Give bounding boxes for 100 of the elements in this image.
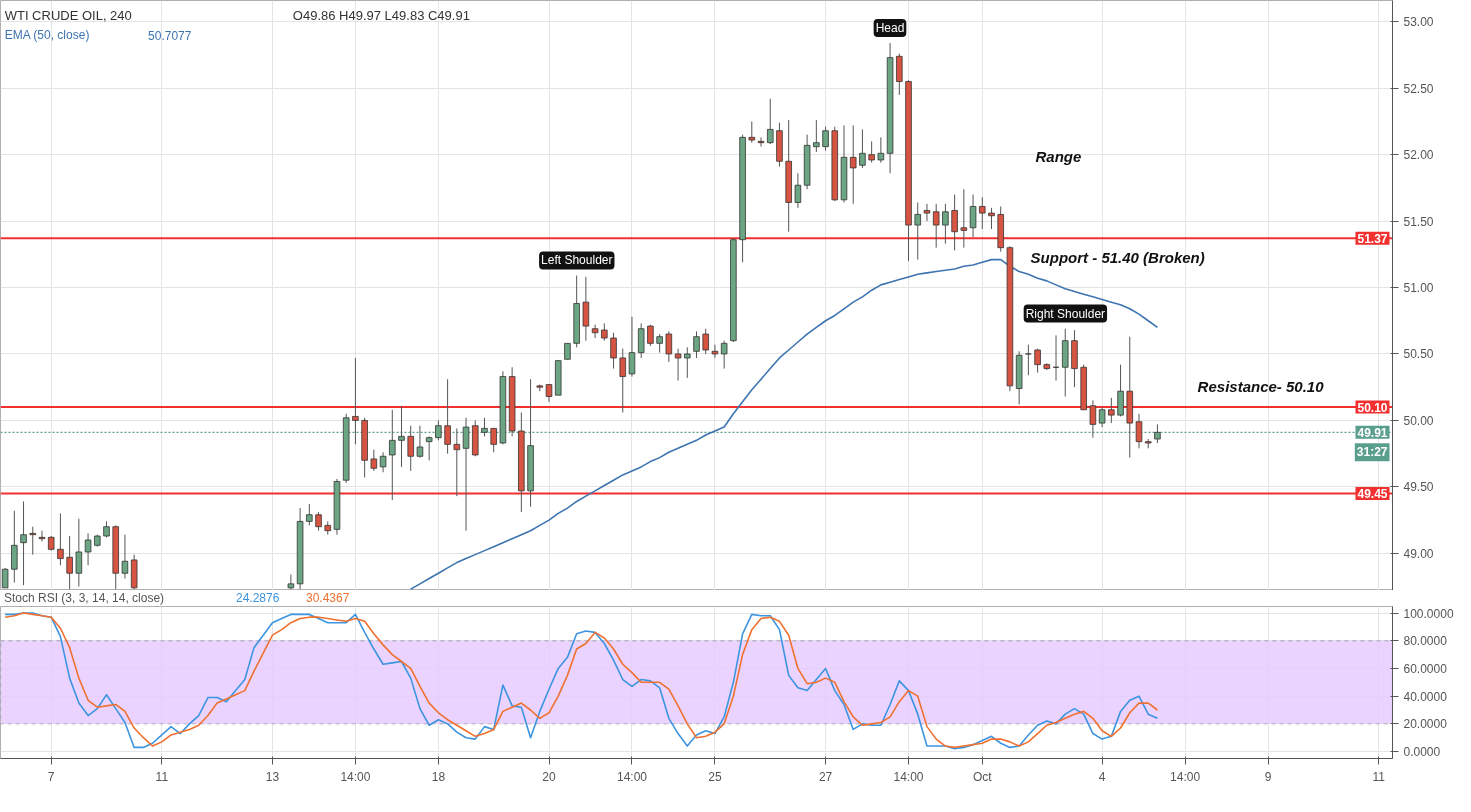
- candlestick: [407, 425, 414, 472]
- y-tick-label: 50.00: [1403, 413, 1434, 428]
- candlestick: [389, 409, 396, 501]
- candlestick: [490, 427, 497, 453]
- y-tick-label: 49.00: [1403, 546, 1434, 561]
- y-tick-label: 40.0000: [1403, 689, 1448, 704]
- y-tick-label: 51.00: [1403, 281, 1434, 296]
- candlestick: [84, 532, 92, 566]
- candlestick: [1098, 406, 1106, 428]
- candlestick: [684, 346, 691, 379]
- candlestick: [582, 276, 590, 342]
- candlestick: [637, 322, 645, 359]
- text: WTI CRUDE OIL, 240: [4, 8, 132, 24]
- chart-title: Stoch RSI (3, 3, 14, 14, close): [4, 591, 165, 605]
- text: EMA (50, close): [4, 28, 90, 43]
- candlestick: [370, 449, 378, 472]
- candlestick: [720, 340, 728, 370]
- candlestick: [877, 136, 885, 164]
- candlestick: [444, 378, 451, 455]
- y-tick-label: 60.0000: [1403, 661, 1448, 676]
- x-tick-label: 25: [708, 769, 722, 784]
- x-tick-label: 11: [155, 769, 169, 784]
- text: 24.2876: [236, 590, 280, 606]
- candlestick: [20, 500, 27, 586]
- x-tick-label: 20: [542, 769, 556, 784]
- candlestick: [38, 530, 46, 542]
- candlestick: [425, 435, 433, 461]
- annotation: Right Shoulder: [1025, 306, 1106, 321]
- x-tick-label: Oct: [972, 769, 993, 784]
- candlestick: [29, 526, 37, 556]
- candlestick: [702, 328, 709, 355]
- ref-line-label: 51.37: [1357, 231, 1388, 246]
- x-tick-label: 14:00: [340, 769, 371, 784]
- annotation: O49.86 H49.97 L49.83 C49.91: [292, 8, 470, 24]
- x-tick-label: 13: [265, 769, 280, 784]
- candlestick: [988, 207, 995, 230]
- y-tick-label: 20.0000: [1403, 717, 1448, 732]
- candlestick: [416, 425, 424, 459]
- candlestick: [306, 503, 313, 526]
- annotation: Resistance- 50.10: [1197, 378, 1325, 396]
- y-tick-label: 51.50: [1403, 214, 1434, 229]
- candlestick: [619, 348, 627, 413]
- candlestick: [315, 511, 322, 532]
- candlestick: [969, 194, 977, 238]
- candlestick: [398, 405, 405, 468]
- candlestick: [287, 574, 295, 590]
- candlestick: [794, 172, 802, 209]
- y-tick-label: 50.50: [1403, 347, 1434, 362]
- candlestick: [960, 188, 968, 249]
- candlestick: [693, 330, 700, 359]
- y-tick-label: 49.50: [1403, 480, 1434, 495]
- candlestick: [1117, 364, 1124, 417]
- candlestick: [766, 98, 774, 145]
- annotation: Range: [1035, 148, 1082, 166]
- x-tick-label: 4: [1098, 769, 1106, 784]
- ref-line-label: 50.10: [1357, 400, 1388, 415]
- candlestick: [462, 417, 470, 532]
- candlestick: [481, 417, 488, 437]
- y-tick-label: 80.0000: [1403, 634, 1448, 649]
- candlestick: [75, 518, 83, 588]
- x-tick-label: 18: [431, 769, 446, 784]
- candlestick: [757, 136, 765, 148]
- candlestick: [656, 333, 663, 354]
- text: 30.4367: [306, 590, 350, 606]
- annotation: Head: [875, 20, 905, 35]
- x-tick-label: 9: [1264, 769, 1272, 784]
- candlestick: [859, 128, 866, 169]
- candlestick: [813, 119, 820, 153]
- candlestick: [849, 124, 857, 205]
- candlestick: [66, 535, 73, 590]
- candlestick: [435, 419, 442, 441]
- candlestick: [57, 512, 64, 566]
- x-tick-label: 11: [1372, 769, 1386, 784]
- candlestick: [610, 332, 617, 370]
- candlestick: [1025, 344, 1032, 376]
- candlestick: [352, 357, 359, 445]
- candlestick: [951, 194, 958, 251]
- candlestick: [1, 567, 9, 589]
- annotation: Left Shoulder: [541, 253, 613, 268]
- candlestick: [914, 201, 921, 261]
- candlestick: [979, 196, 986, 230]
- candlestick: [942, 203, 949, 245]
- candlestick: [121, 534, 129, 580]
- candlestick: [822, 126, 829, 152]
- y-tick-label: 52.50: [1403, 81, 1434, 96]
- candlestick: [1135, 413, 1143, 449]
- candlestick: [11, 510, 18, 584]
- candlestick: [453, 427, 461, 497]
- annotation: 31:27: [1356, 445, 1388, 460]
- x-tick-label: 7: [47, 769, 55, 784]
- y-tick-label: 52.00: [1403, 148, 1434, 163]
- candlestick: [711, 344, 719, 359]
- annotation: Support - 51.40 (Broken): [1030, 248, 1205, 266]
- candlestick: [748, 120, 756, 144]
- candlestick: [1154, 423, 1161, 444]
- ref-line-label: 49.91: [1357, 425, 1388, 440]
- annotation: 50.7077: [148, 28, 192, 43]
- x-tick-label: 14:00: [893, 769, 924, 784]
- candlestick: [628, 316, 636, 378]
- candlestick: [923, 203, 931, 222]
